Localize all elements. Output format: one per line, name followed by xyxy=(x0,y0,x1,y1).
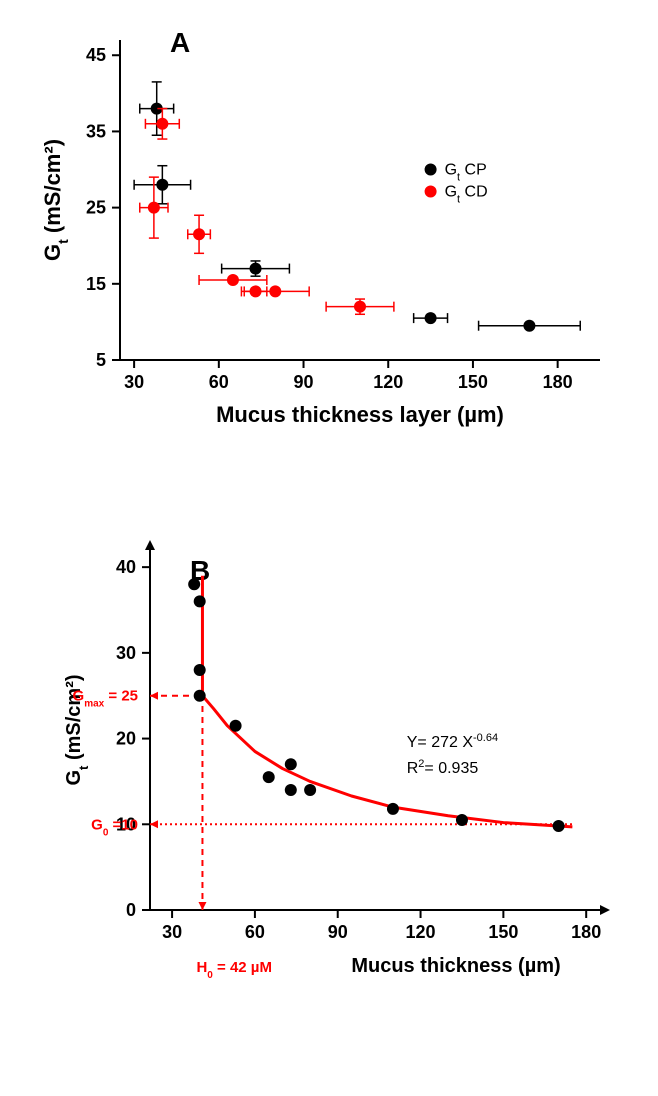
svg-text:180: 180 xyxy=(543,372,573,392)
svg-text:150: 150 xyxy=(488,922,518,942)
svg-text:180: 180 xyxy=(571,922,601,942)
panel-a: 30 60 90 120 150 180 5 15 25 35 45 A Mucus thickness… xyxy=(20,20,658,450)
data-point xyxy=(250,263,262,275)
legend-label: Gt CP xyxy=(445,162,487,184)
data-point xyxy=(553,820,565,832)
data-point xyxy=(188,578,200,590)
chart-a-svg: 30 60 90 120 150 180 5 15 25 35 45 A Mucus thickness… xyxy=(20,20,640,450)
panel-a-xlabel: Mucus thickness layer (µm) xyxy=(216,402,504,427)
data-point xyxy=(230,720,242,732)
g0-annotation: G0 =10 xyxy=(91,816,138,838)
data-point xyxy=(227,274,239,286)
svg-text:40: 40 xyxy=(116,557,136,577)
data-point xyxy=(456,814,468,826)
svg-text:60: 60 xyxy=(245,922,265,942)
svg-text:5: 5 xyxy=(96,350,106,370)
svg-text:120: 120 xyxy=(373,372,403,392)
legend-label: Gt CD xyxy=(445,184,488,206)
svg-text:120: 120 xyxy=(406,922,436,942)
rsq-text: R2= 0.935 xyxy=(407,758,479,777)
svg-text:20: 20 xyxy=(116,729,136,749)
fit-curve xyxy=(202,576,572,827)
data-point xyxy=(156,118,168,130)
data-point xyxy=(285,758,297,770)
figure-container: 30 60 90 120 150 180 5 15 25 35 45 A Mucus thickness… xyxy=(20,20,658,1020)
data-point xyxy=(285,784,297,796)
panel-b: 306090120150180010203040BMucus thickness… xyxy=(20,530,658,1020)
svg-text:0: 0 xyxy=(126,900,136,920)
svg-text:15: 15 xyxy=(86,274,106,294)
svg-text:30: 30 xyxy=(124,372,144,392)
panel-a-label: A xyxy=(170,27,190,58)
data-point xyxy=(425,312,437,324)
data-point xyxy=(193,228,205,240)
panel-b-xlabel: Mucus thickness (µm) xyxy=(351,955,560,977)
data-point xyxy=(156,179,168,191)
data-point xyxy=(194,690,206,702)
data-point xyxy=(194,595,206,607)
data-point xyxy=(263,771,275,783)
h0-annotation: H0 = 42 µM xyxy=(196,959,271,981)
data-point xyxy=(387,803,399,815)
svg-text:90: 90 xyxy=(328,922,348,942)
equation-text: Y= 272 X-0.64 xyxy=(407,732,498,751)
panel-a-ylabel: Gt (mS/cm²) xyxy=(40,139,71,261)
svg-text:30: 30 xyxy=(162,922,182,942)
svg-text:35: 35 xyxy=(86,121,106,141)
svg-text:60: 60 xyxy=(209,372,229,392)
svg-text:30: 30 xyxy=(116,643,136,663)
svg-text:25: 25 xyxy=(86,198,106,218)
svg-text:45: 45 xyxy=(86,45,106,65)
data-point xyxy=(354,301,366,313)
data-point xyxy=(148,202,160,214)
svg-text:150: 150 xyxy=(458,372,488,392)
chart-b-svg: 306090120150180010203040BMucus thickness… xyxy=(20,530,640,1020)
data-point xyxy=(304,784,316,796)
data-point xyxy=(194,664,206,676)
data-point xyxy=(523,320,535,332)
data-point xyxy=(269,285,281,297)
svg-text:90: 90 xyxy=(294,372,314,392)
